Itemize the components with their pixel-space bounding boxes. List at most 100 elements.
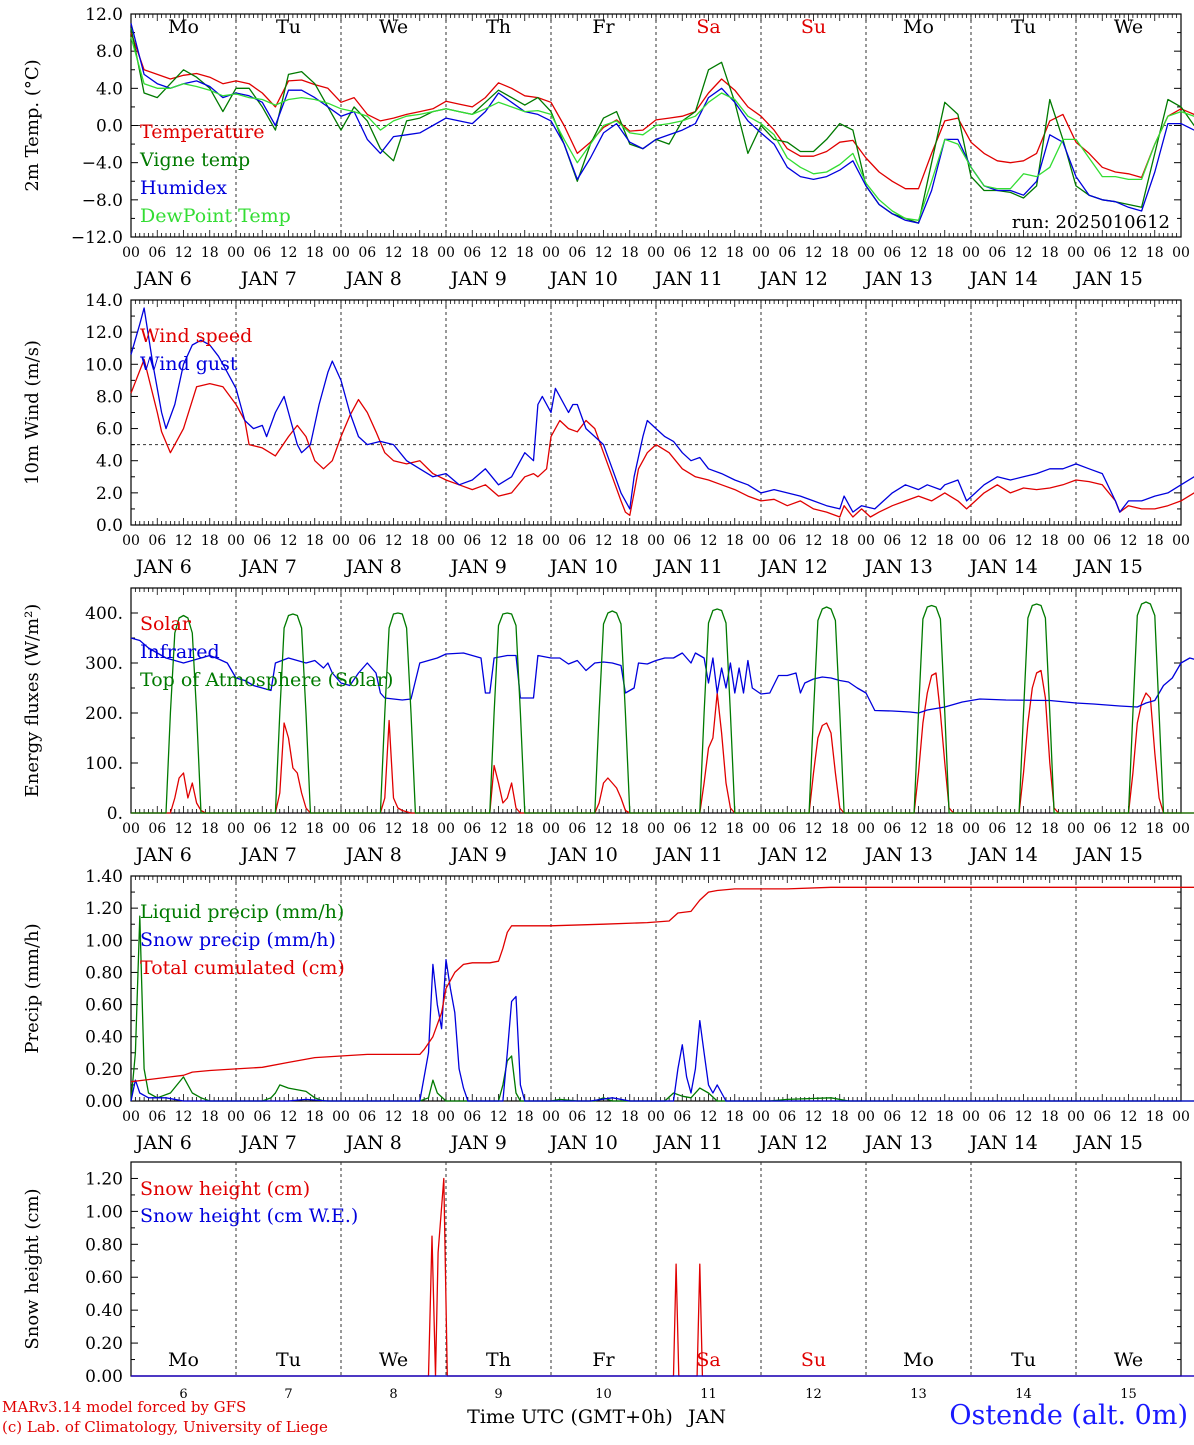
date-label: JAN 11 <box>653 844 723 866</box>
legend-entry: DewPoint Temp <box>140 205 291 227</box>
hour-tick-label: 00 <box>752 1109 770 1125</box>
hour-tick-label: 12 <box>385 533 403 549</box>
weekday-label: Th <box>486 1349 511 1371</box>
hour-tick-label: 12 <box>805 245 823 261</box>
hour-tick-label: 06 <box>778 1109 796 1125</box>
hour-tick-label: 06 <box>778 245 796 261</box>
hour-tick-label: 00 <box>752 821 770 837</box>
hour-tick-label: 18 <box>201 821 219 837</box>
hour-tick-label: 06 <box>988 1109 1006 1125</box>
series-line <box>130 958 1194 1102</box>
hour-tick-label: 18 <box>516 1109 534 1125</box>
hour-tick-label: 06 <box>988 821 1006 837</box>
hour-tick-label: 00 <box>542 245 560 261</box>
legend-entry: Humidex <box>140 177 227 199</box>
chart-panel-4: 0.00 0.20 0.40 0.60 0.80 1.00 1.20 1.40 Precip (… <box>22 867 1194 1154</box>
date-label: JAN 14 <box>968 556 1038 578</box>
hour-tick-label: 18 <box>411 533 429 549</box>
y-tick-label: 0.40 <box>85 1028 123 1048</box>
hour-tick-label: 00 <box>962 1109 980 1125</box>
y-tick-label: 1.00 <box>85 931 123 951</box>
hour-tick-label: 00 <box>1172 821 1190 837</box>
hour-tick-label: 12 <box>1015 533 1033 549</box>
date-label: JAN 10 <box>548 556 618 578</box>
hour-tick-label: 18 <box>936 1109 954 1125</box>
y-tick-label: 1.00 <box>85 1202 123 1222</box>
date-label: JAN 10 <box>548 268 618 290</box>
hour-tick-label: 00 <box>122 533 140 549</box>
hour-tick-label: 12 <box>595 1109 613 1125</box>
hour-tick-label: 12 <box>700 821 718 837</box>
legend-entry: Top of Atmosphere (Solar) <box>140 669 393 691</box>
hour-tick-label: 06 <box>1093 533 1111 549</box>
date-label: JAN 11 <box>653 556 723 578</box>
y-tick-label: −4.0 <box>82 154 123 174</box>
date-label: JAN 15 <box>1073 1132 1143 1154</box>
hour-tick-label: 18 <box>621 533 639 549</box>
station-name: Ostende (alt. 0m) <box>949 1400 1188 1431</box>
weekday-label: Tu <box>1011 1349 1036 1371</box>
hour-tick-label: 00 <box>1172 533 1190 549</box>
date-label: JAN 12 <box>758 1132 828 1154</box>
date-label: JAN 7 <box>239 1132 297 1154</box>
hour-tick-label: 00 <box>227 533 245 549</box>
hour-tick-label: 00 <box>1172 1109 1190 1125</box>
y-tick-label: 0.60 <box>85 1268 123 1288</box>
hour-tick-label: 00 <box>332 821 350 837</box>
y-tick-label: 0.0 <box>96 117 123 137</box>
y-tick-label: 6.0 <box>96 420 123 440</box>
hour-tick-label: 18 <box>1041 533 1059 549</box>
y-tick-label: 8.0 <box>96 387 123 407</box>
date-label: JAN 13 <box>863 844 933 866</box>
y-tick-label: 2.0 <box>96 484 123 504</box>
hour-tick-label: 18 <box>831 821 849 837</box>
hour-tick-label: 12 <box>595 821 613 837</box>
y-axis-label: Snow height (cm) <box>22 1188 43 1349</box>
hour-tick-label: 00 <box>647 533 665 549</box>
hour-tick-label: 00 <box>122 245 140 261</box>
hour-tick-label: 12 <box>1015 1109 1033 1125</box>
y-tick-label: 0.60 <box>85 996 123 1016</box>
hour-tick-label: 12 <box>595 533 613 549</box>
hour-tick-label: 18 <box>1041 821 1059 837</box>
hour-tick-label: 06 <box>358 821 376 837</box>
run-label: run: 2025010612 <box>1012 212 1170 233</box>
hour-tick-label: 00 <box>857 245 875 261</box>
y-tick-label: 300. <box>85 654 123 674</box>
hour-tick-label: 18 <box>936 821 954 837</box>
series-line <box>130 27 1194 224</box>
date-number-label: 9 <box>494 1387 502 1402</box>
hour-tick-label: 18 <box>726 533 744 549</box>
hour-tick-label: 00 <box>1067 245 1085 261</box>
hour-tick-label: 06 <box>673 533 691 549</box>
hour-tick-label: 18 <box>1146 245 1164 261</box>
hour-tick-label: 06 <box>358 533 376 549</box>
hour-tick-label: 12 <box>490 821 508 837</box>
y-tick-label: 4.0 <box>96 452 123 472</box>
date-label: JAN 7 <box>239 844 297 866</box>
hour-tick-label: 12 <box>1015 821 1033 837</box>
hour-tick-label: 06 <box>358 245 376 261</box>
weekday-label: Su <box>801 16 826 38</box>
y-tick-label: 0.40 <box>85 1301 123 1321</box>
y-tick-label: 0.20 <box>85 1060 123 1080</box>
hour-tick-label: 12 <box>805 1109 823 1125</box>
y-axis-label: 10m Wind (m/s) <box>22 340 43 485</box>
hour-tick-label: 06 <box>253 533 271 549</box>
hour-tick-label: 00 <box>437 821 455 837</box>
hour-tick-label: 12 <box>385 821 403 837</box>
hour-tick-label: 00 <box>332 1109 350 1125</box>
date-label: JAN 9 <box>449 556 507 578</box>
hour-tick-label: 18 <box>306 1109 324 1125</box>
date-label: JAN 6 <box>134 1132 192 1154</box>
hour-tick-label: 12 <box>490 1109 508 1125</box>
series-line <box>130 32 1194 190</box>
y-tick-label: 400. <box>85 604 123 624</box>
y-tick-label: 12.0 <box>85 323 123 343</box>
hour-tick-label: 12 <box>910 533 928 549</box>
y-axis-label: Precip (mm/h) <box>22 923 43 1053</box>
hour-tick-label: 06 <box>778 533 796 549</box>
hour-tick-label: 18 <box>516 821 534 837</box>
y-tick-label: 1.40 <box>85 867 123 887</box>
hour-tick-label: 18 <box>516 533 534 549</box>
